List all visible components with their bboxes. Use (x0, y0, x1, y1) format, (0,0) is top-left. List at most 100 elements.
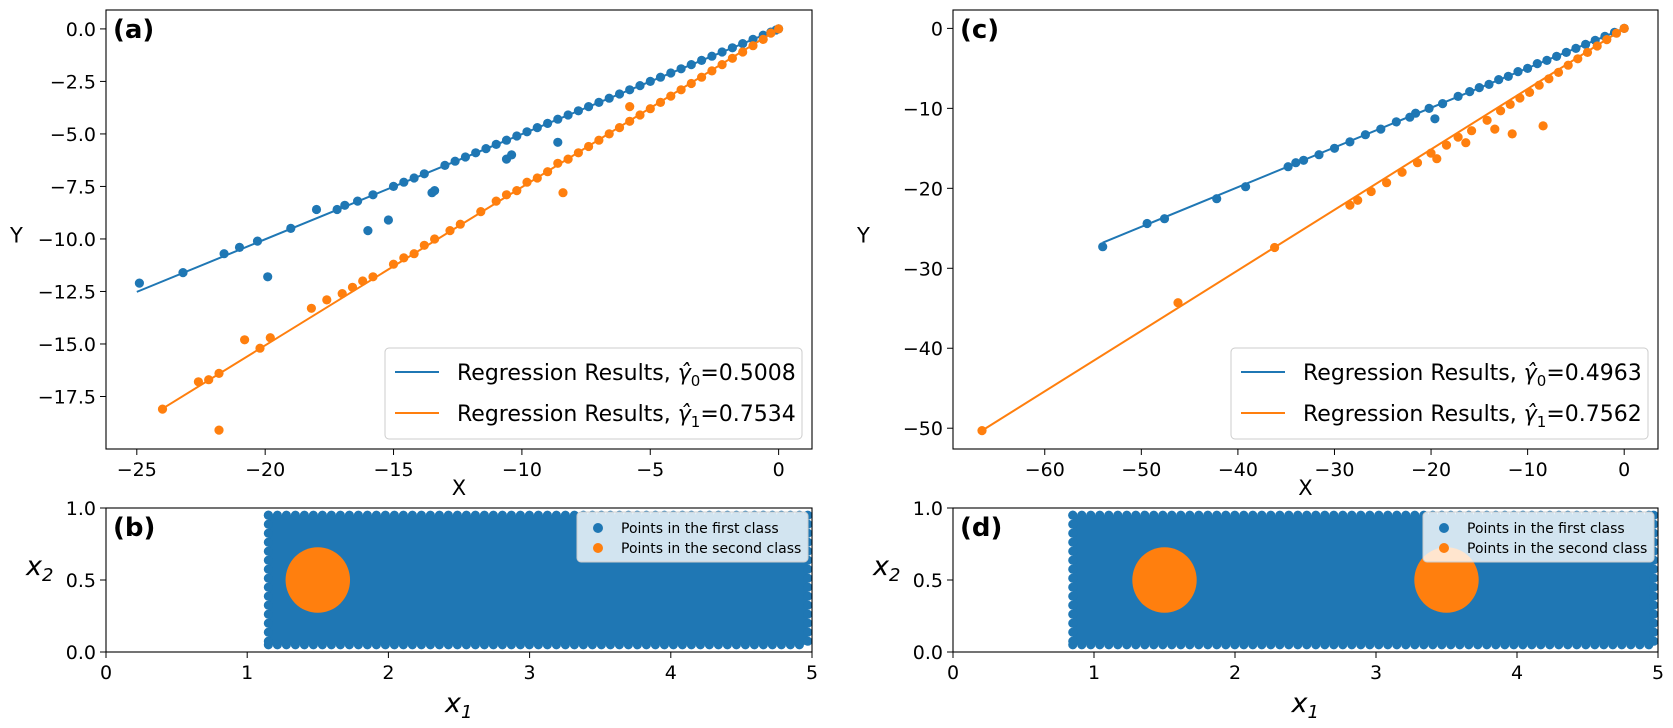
data-point (470, 640, 480, 650)
data-point (317, 640, 327, 650)
y-axis: 0.0 −2.5 −5.0 −7.5 −10.0 −12.5 −15.0 −17.5 (38, 19, 106, 408)
data-point (803, 591, 812, 601)
data-point (263, 564, 273, 574)
data-point (470, 510, 480, 520)
data-point (1428, 640, 1438, 650)
data-point (383, 215, 393, 225)
data-point (326, 510, 336, 520)
data-point (506, 640, 516, 650)
data-point (1275, 640, 1285, 650)
y-tick-label: −10 (903, 98, 943, 120)
data-point (1649, 609, 1658, 619)
y-tick-label: 0.0 (66, 642, 96, 664)
data-point (263, 627, 273, 637)
series-1 (977, 23, 1629, 436)
data-point (507, 150, 517, 160)
x-tick-label: −50 (1121, 459, 1161, 481)
x-tick-label: 3 (1370, 662, 1382, 684)
data-point (430, 186, 440, 196)
data-point (515, 640, 526, 650)
legend-marker (1439, 523, 1449, 533)
data-point (1149, 510, 1159, 520)
data-point (335, 510, 345, 520)
data-point (263, 636, 273, 646)
data-point (1113, 510, 1123, 520)
legend-box (576, 511, 809, 563)
data-point (1068, 573, 1078, 583)
data-point (344, 640, 354, 650)
data-point (1203, 510, 1213, 520)
legend-marker (593, 543, 603, 553)
legend-value: =0.4963 (1546, 361, 1641, 386)
data-point (1507, 129, 1517, 139)
data-point (308, 640, 318, 650)
data-point (794, 640, 805, 650)
data-point (542, 510, 553, 520)
second-class-region (285, 547, 351, 613)
data-point (1455, 640, 1465, 650)
data-point (803, 636, 812, 646)
data-point (263, 609, 273, 619)
data-point (785, 640, 796, 650)
data-point (371, 510, 381, 520)
y-tick-label: 0.5 (913, 570, 943, 592)
y-tick-label: −40 (903, 338, 943, 360)
data-point (1608, 640, 1618, 650)
data-point (803, 609, 812, 619)
data-point (1441, 140, 1452, 150)
data-point (371, 640, 381, 650)
data-point (1491, 640, 1501, 650)
legend-subscript: 0 (1537, 372, 1547, 390)
legend-entry: Points in the first class (1467, 521, 1625, 537)
data-point (1284, 510, 1294, 520)
data-point (1500, 640, 1510, 650)
y-tick-label: −2.5 (50, 71, 96, 93)
data-point (1185, 640, 1195, 650)
data-point (311, 204, 322, 215)
data-point (1185, 510, 1195, 520)
data-point (1077, 640, 1087, 650)
data-point (1311, 640, 1321, 650)
data-point (767, 640, 778, 650)
data-point (1104, 510, 1114, 520)
data-point (1338, 510, 1348, 520)
data-point (1649, 618, 1658, 628)
data-point (1538, 121, 1548, 131)
data-point (290, 510, 300, 520)
y-tick-label: −15.0 (38, 334, 96, 356)
subplot-a: −25 −20 −15 −10 −5 0 0.0 −2.5 −5.0 −7.5 −10.0 −12.5… (9, 9, 813, 500)
data-point (551, 510, 562, 520)
data-point (263, 537, 273, 547)
data-point (1572, 640, 1582, 650)
data-point (407, 640, 417, 650)
data-point (1068, 546, 1078, 556)
data-point (1068, 627, 1078, 637)
data-point (1095, 640, 1105, 650)
data-point (263, 582, 273, 592)
data-point (1068, 519, 1078, 529)
x-tick-label: 5 (806, 662, 818, 684)
data-point (1284, 640, 1294, 650)
legend-entry: Regression Results, γ̂1=0.7534 (457, 402, 796, 431)
legend-value: =0.7534 (700, 402, 795, 427)
data-point (1149, 640, 1159, 650)
data-point (1176, 510, 1186, 520)
data-point (1518, 640, 1528, 650)
data-point (479, 510, 489, 520)
legend-entry: Points in the second class (1467, 541, 1647, 557)
data-point (1068, 636, 1078, 646)
subplot-c: −60 −50 −40 −30 −20 −10 0 0 −10 −20 −30 −40 −50 X Y (c)… (856, 9, 1659, 500)
data-point (803, 618, 812, 628)
data-point (1203, 640, 1213, 650)
data-point (461, 640, 471, 650)
data-point (1140, 510, 1150, 520)
data-point (1649, 573, 1658, 583)
data-point (1230, 640, 1240, 650)
x-tick-label: −20 (1411, 459, 1451, 481)
legend-symbol: γ̂ (1524, 402, 1538, 427)
data-point (1266, 640, 1276, 650)
y-tick-label: 1.0 (66, 498, 96, 520)
data-point (425, 510, 435, 520)
legend-prefix: Regression Results, (1303, 402, 1524, 427)
